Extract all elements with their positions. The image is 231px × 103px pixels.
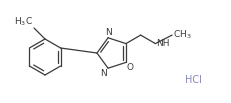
- Text: N: N: [100, 69, 106, 78]
- Text: H$_3$C: H$_3$C: [14, 15, 33, 28]
- Text: NH: NH: [156, 39, 169, 48]
- Text: O: O: [126, 63, 133, 72]
- Text: CH$_3$: CH$_3$: [172, 29, 191, 41]
- Text: N: N: [104, 28, 111, 37]
- Text: HCl: HCl: [184, 75, 201, 85]
